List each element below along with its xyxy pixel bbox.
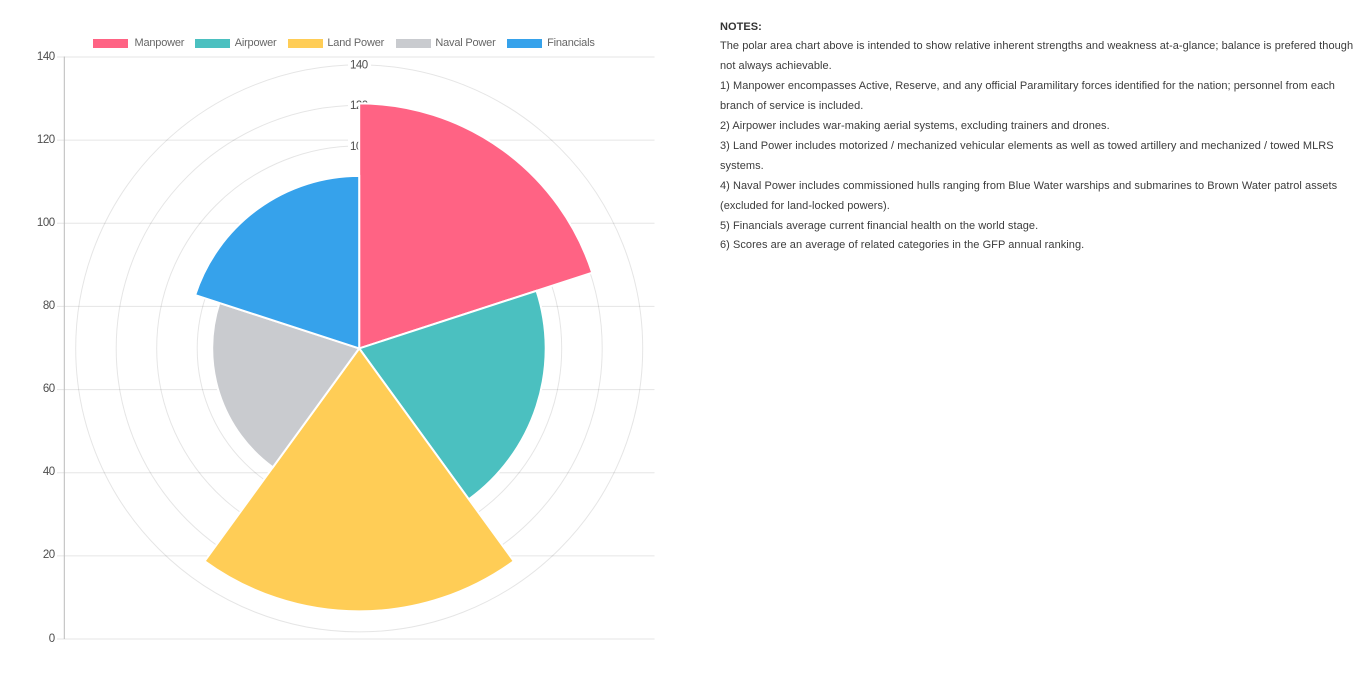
svg-text:140: 140 [350,59,368,71]
